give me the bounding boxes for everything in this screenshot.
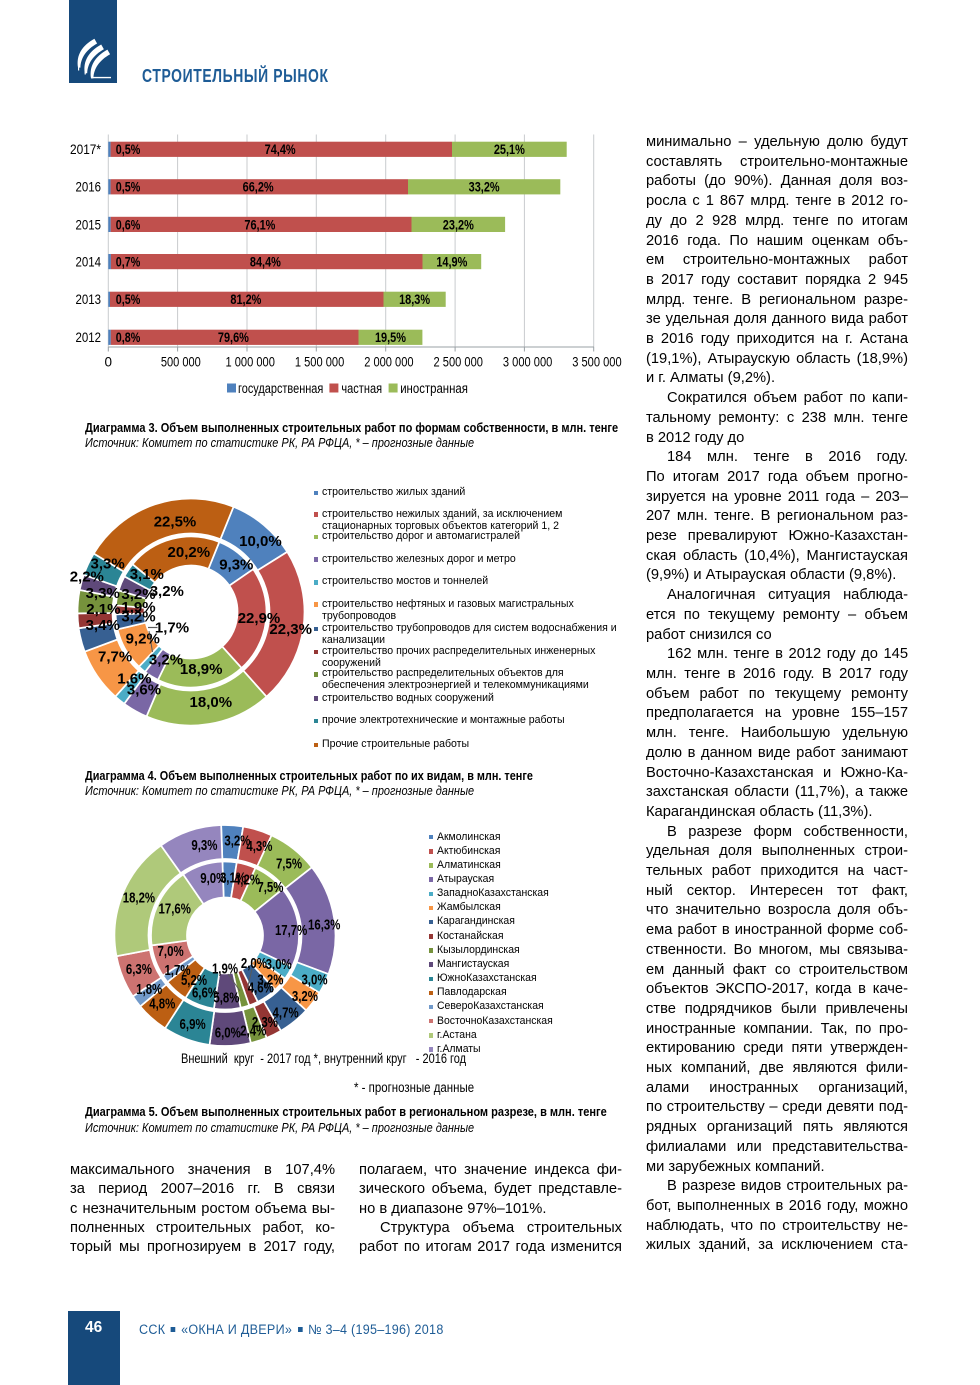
svg-text:3,2%: 3,2% bbox=[121, 609, 155, 626]
svg-text:3 500 000: 3 500 000 bbox=[572, 355, 621, 370]
svg-text:23,2%: 23,2% bbox=[443, 217, 474, 232]
svg-text:0,7%: 0,7% bbox=[116, 255, 141, 270]
svg-text:5,2%: 5,2% bbox=[181, 972, 207, 989]
svg-text:500 000: 500 000 bbox=[161, 355, 201, 370]
svg-text:1,9%: 1,9% bbox=[121, 599, 155, 616]
svg-text:81,2%: 81,2% bbox=[230, 292, 261, 307]
svg-text:66,2%: 66,2% bbox=[243, 180, 274, 195]
svg-text:9,2%: 9,2% bbox=[126, 631, 160, 648]
svg-text:4,2%: 4,2% bbox=[234, 871, 260, 888]
svg-text:74,4%: 74,4% bbox=[265, 142, 296, 157]
svg-text:18,9%: 18,9% bbox=[180, 661, 223, 678]
svg-text:0,5%: 0,5% bbox=[116, 142, 141, 157]
svg-text:22,5%: 22,5% bbox=[154, 514, 197, 531]
svg-text:0: 0 bbox=[105, 355, 113, 370]
svg-text:9,3%: 9,3% bbox=[191, 837, 217, 854]
svg-text:3,2%: 3,2% bbox=[257, 971, 283, 988]
svg-text:2,2%: 2,2% bbox=[70, 569, 104, 586]
svg-text:9,0%: 9,0% bbox=[200, 870, 226, 887]
svg-text:25,1%: 25,1% bbox=[494, 142, 525, 157]
svg-text:3,4%: 3,4% bbox=[86, 617, 120, 634]
svg-text:1,6%: 1,6% bbox=[117, 671, 151, 688]
svg-text:3,1%: 3,1% bbox=[220, 869, 246, 886]
svg-text:1,7%: 1,7% bbox=[164, 962, 190, 979]
svg-text:частная: частная bbox=[341, 381, 382, 396]
svg-text:1 000 000: 1 000 000 bbox=[226, 355, 275, 370]
svg-text:3,0%: 3,0% bbox=[266, 956, 292, 973]
svg-text:2012: 2012 bbox=[76, 329, 102, 345]
svg-text:0,8%: 0,8% bbox=[116, 330, 141, 345]
svg-text:0,5%: 0,5% bbox=[116, 180, 141, 195]
svg-text:2,3%: 2,3% bbox=[252, 1014, 278, 1031]
svg-text:22,9%: 22,9% bbox=[238, 610, 281, 627]
svg-text:3,2%: 3,2% bbox=[292, 988, 318, 1005]
svg-text:18,3%: 18,3% bbox=[399, 292, 430, 307]
svg-text:3,0%: 3,0% bbox=[301, 971, 327, 988]
svg-text:1,7%: 1,7% bbox=[155, 620, 189, 637]
svg-text:иностранная: иностранная bbox=[400, 381, 468, 396]
svg-text:19,5%: 19,5% bbox=[375, 330, 406, 345]
svg-text:17,7%: 17,7% bbox=[275, 922, 307, 939]
svg-text:2016: 2016 bbox=[76, 179, 102, 195]
svg-text:0,5%: 0,5% bbox=[116, 292, 141, 307]
svg-text:1,8%: 1,8% bbox=[136, 981, 162, 998]
svg-text:18,2%: 18,2% bbox=[123, 889, 155, 906]
svg-text:7,7%: 7,7% bbox=[98, 649, 132, 666]
svg-text:20,2%: 20,2% bbox=[168, 544, 211, 561]
svg-text:3,3%: 3,3% bbox=[90, 555, 124, 572]
svg-text:2017*: 2017* bbox=[70, 141, 101, 157]
svg-text:3,3%: 3,3% bbox=[86, 585, 120, 602]
svg-text:3 000 000: 3 000 000 bbox=[503, 355, 552, 370]
svg-text:17,6%: 17,6% bbox=[159, 901, 191, 918]
svg-text:4,7%: 4,7% bbox=[273, 1004, 299, 1021]
svg-text:2013: 2013 bbox=[76, 291, 102, 307]
svg-text:0,6%: 0,6% bbox=[116, 217, 141, 232]
svg-text:7,5%: 7,5% bbox=[257, 879, 283, 896]
svg-text:2,0%: 2,0% bbox=[241, 955, 267, 972]
svg-text:3,2%: 3,2% bbox=[121, 586, 155, 603]
svg-text:2014: 2014 bbox=[76, 254, 102, 270]
svg-text:1 500 000: 1 500 000 bbox=[295, 355, 344, 370]
svg-text:6,3%: 6,3% bbox=[126, 961, 152, 978]
svg-text:9,3%: 9,3% bbox=[219, 556, 253, 573]
svg-text:5,8%: 5,8% bbox=[213, 989, 239, 1006]
svg-text:2 000 000: 2 000 000 bbox=[364, 355, 413, 370]
svg-text:22,3%: 22,3% bbox=[269, 621, 312, 638]
svg-text:1,9%: 1,9% bbox=[212, 960, 238, 977]
svg-text:4,8%: 4,8% bbox=[149, 996, 175, 1013]
svg-text:6,0%: 6,0% bbox=[215, 1024, 241, 1041]
svg-text:государственная: государственная bbox=[238, 381, 323, 396]
svg-text:4,6%: 4,6% bbox=[248, 980, 274, 997]
svg-text:33,2%: 33,2% bbox=[469, 180, 500, 195]
svg-text:18,0%: 18,0% bbox=[190, 694, 233, 711]
svg-text:3,2%: 3,2% bbox=[150, 583, 184, 600]
svg-text:79,6%: 79,6% bbox=[218, 330, 249, 345]
svg-text:2,1%: 2,1% bbox=[86, 601, 120, 618]
svg-text:3,6%: 3,6% bbox=[127, 682, 161, 699]
svg-text:3,2%: 3,2% bbox=[149, 651, 183, 668]
svg-text:76,1%: 76,1% bbox=[244, 217, 275, 232]
svg-text:4,3%: 4,3% bbox=[246, 838, 272, 855]
svg-text:3,2%: 3,2% bbox=[224, 832, 250, 849]
svg-text:14,9%: 14,9% bbox=[436, 255, 467, 270]
svg-text:84,4%: 84,4% bbox=[250, 255, 281, 270]
svg-text:3,1%: 3,1% bbox=[130, 566, 164, 583]
svg-text:6,9%: 6,9% bbox=[180, 1016, 206, 1033]
svg-text:16,3%: 16,3% bbox=[308, 916, 340, 933]
svg-text:10,0%: 10,0% bbox=[239, 533, 282, 550]
svg-text:7,0%: 7,0% bbox=[158, 943, 184, 960]
svg-text:6,6%: 6,6% bbox=[192, 985, 218, 1002]
svg-text:2,4%: 2,4% bbox=[240, 1022, 266, 1039]
svg-text:7,5%: 7,5% bbox=[276, 856, 302, 873]
svg-text:2015: 2015 bbox=[76, 216, 102, 232]
svg-text:2 500 000: 2 500 000 bbox=[434, 355, 483, 370]
